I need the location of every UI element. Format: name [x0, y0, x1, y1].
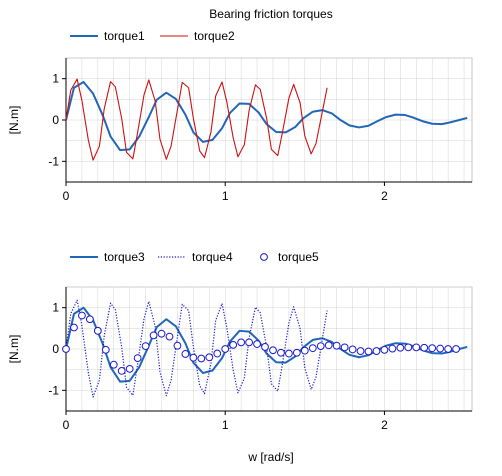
- data-point: [133, 354, 142, 362]
- y-tick-label: 1: [52, 72, 59, 86]
- legend-marker: [260, 253, 268, 261]
- data-point: [316, 342, 325, 351]
- data-point: [101, 345, 110, 354]
- series-torque3-line: [65, 306, 468, 383]
- data-point: [428, 344, 437, 353]
- legend-item-torque4: torque4: [158, 250, 233, 264]
- data-point: [444, 345, 453, 353]
- legend-label: torque5: [278, 250, 319, 264]
- data-point: [141, 342, 150, 351]
- series-torque1-line: [65, 80, 468, 152]
- x-tick-label: 2: [381, 189, 388, 203]
- data-point: [165, 332, 174, 341]
- data-point: [324, 341, 333, 350]
- data-point: [356, 347, 365, 355]
- y-tick-label: 1: [52, 301, 59, 315]
- data-point: [213, 349, 222, 358]
- data-point: [285, 349, 293, 358]
- data-point: [404, 343, 413, 352]
- data-point: [173, 341, 182, 350]
- data-point: [253, 340, 261, 348]
- chart-title: Bearing friction torques: [209, 7, 332, 21]
- data-point: [364, 347, 373, 356]
- legend-item-torque2: torque2: [160, 29, 235, 43]
- data-point: [189, 353, 198, 362]
- data-point: [125, 364, 134, 373]
- data-point: [380, 345, 389, 354]
- data-point: [436, 344, 445, 353]
- data-point: [300, 346, 309, 355]
- x-tick-label: 1: [222, 418, 229, 432]
- legend-label: torque2: [194, 29, 235, 43]
- y-tick-label: 0: [52, 342, 59, 356]
- data-point: [452, 345, 460, 353]
- data-point: [149, 331, 158, 340]
- data-point: [420, 343, 429, 352]
- data-point: [221, 345, 230, 353]
- y-tick-label: 0: [52, 113, 59, 127]
- legend-item-torque1: torque1: [70, 29, 145, 43]
- data-point: [412, 343, 421, 352]
- data-point: [292, 348, 301, 357]
- data-point: [396, 343, 405, 352]
- data-point: [332, 341, 341, 350]
- data-point: [229, 340, 238, 349]
- data-point: [62, 345, 70, 353]
- series-torque4-line: [65, 299, 328, 398]
- y-tick-label: -1: [48, 154, 59, 168]
- x-tick-label: 0: [63, 189, 70, 203]
- x-tick-label: 2: [381, 418, 388, 432]
- y-tick-label: -1: [48, 383, 59, 397]
- data-point: [93, 326, 102, 335]
- y-axis-label: [N.m]: [7, 335, 21, 364]
- bottom-plot-panel: 1 0 -1 0 1 2 [N.m] torque3 torque4 torque5: [7, 250, 473, 432]
- legend-item-torque5: torque5: [260, 250, 319, 264]
- series-torque2-line: [65, 78, 328, 161]
- data-point: [85, 315, 94, 324]
- data-point: [157, 329, 166, 338]
- data-point: [78, 311, 86, 320]
- legend-label: torque4: [192, 250, 233, 264]
- data-point: [261, 343, 269, 351]
- legend-item-torque3: torque3: [70, 250, 145, 264]
- data-point: [388, 344, 397, 353]
- data-point: [308, 344, 317, 353]
- top-plot-panel: 1 0 -1 0 1 2 [N.m] torque1 torque2: [7, 29, 473, 203]
- data-point: [205, 353, 214, 362]
- data-point: [237, 338, 246, 347]
- data-point: [372, 347, 381, 355]
- data-point: [117, 367, 126, 375]
- legend-label: torque1: [104, 29, 145, 43]
- data-point: [181, 350, 190, 358]
- data-point: [245, 338, 253, 347]
- data-point: [197, 354, 206, 363]
- x-tick-label: 0: [63, 418, 70, 432]
- data-point: [269, 346, 277, 355]
- data-point: [340, 343, 349, 352]
- legend-label: torque3: [104, 250, 145, 264]
- x-tick-label: 1: [222, 189, 229, 203]
- data-point: [348, 345, 357, 354]
- y-axis-label: [N.m]: [7, 106, 21, 135]
- data-point: [70, 323, 78, 332]
- data-point: [277, 348, 285, 357]
- data-point: [109, 360, 118, 369]
- x-axis-label: w [rad/s]: [247, 450, 293, 464]
- series-torque5: [62, 311, 460, 375]
